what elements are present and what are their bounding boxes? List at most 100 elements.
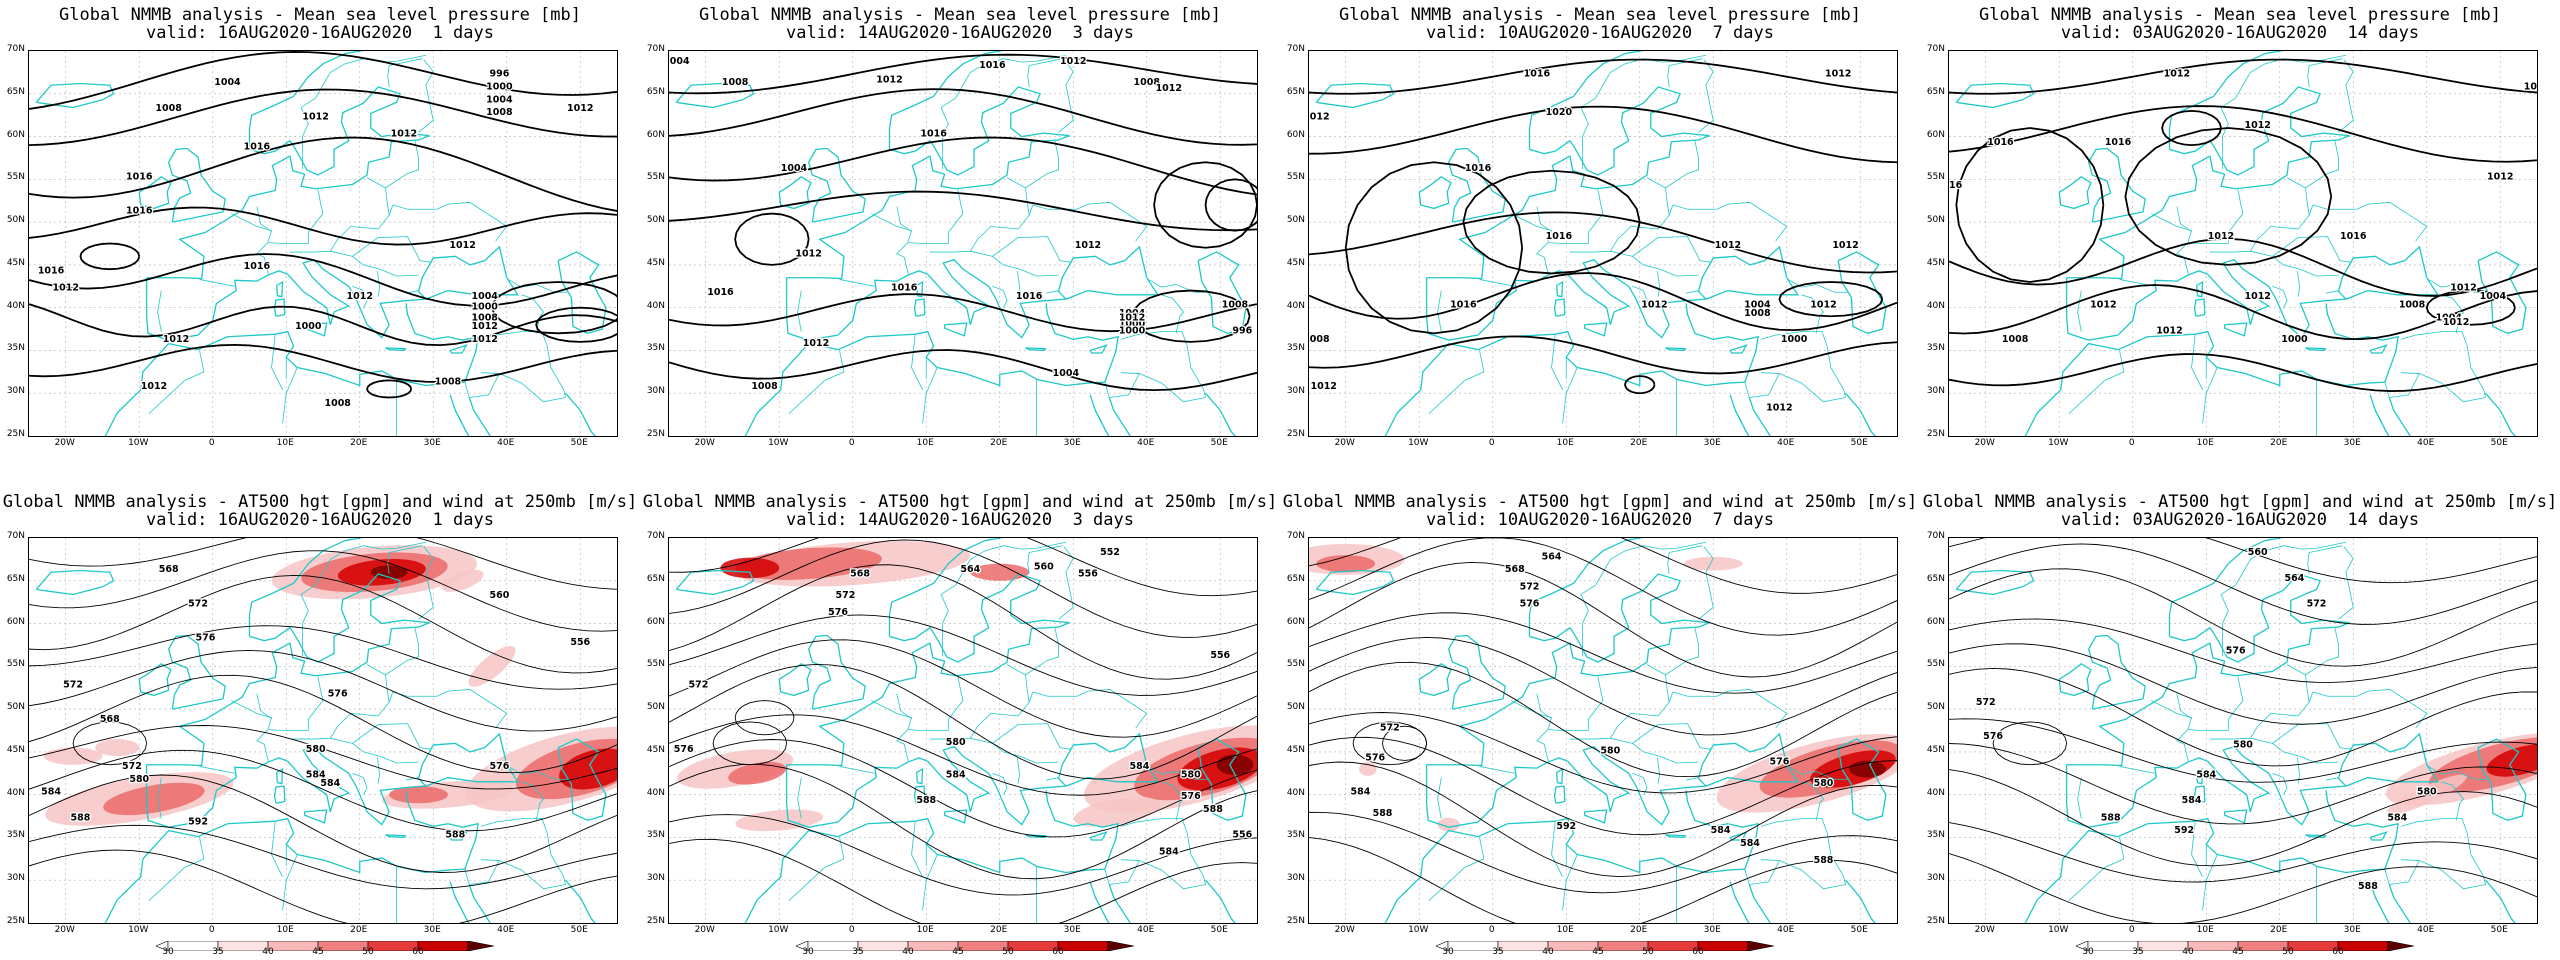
latitude-label: 50N — [1286, 215, 1305, 226]
longitude-label: 20E — [2270, 925, 2288, 935]
country-border — [2250, 723, 2352, 750]
contour-label: 584 — [2196, 770, 2216, 781]
contour-line — [1309, 58, 1897, 95]
colorbar-label: 35 — [212, 947, 224, 957]
country-border — [256, 693, 272, 719]
contour-label: 1016 — [707, 287, 734, 298]
country-border — [2426, 278, 2490, 293]
wind-speed-area — [103, 782, 205, 816]
longitude-label: 10E — [276, 925, 294, 935]
contour-label: 568 — [100, 714, 120, 725]
country-border — [1045, 777, 1059, 781]
panel-title: Global NMMB analysis - AT500 hgt [gpm] a… — [1280, 493, 1920, 529]
contour-line — [1949, 822, 2537, 883]
contour-label: 1012 — [2487, 171, 2513, 182]
contour-label: 572 — [188, 598, 208, 609]
latitude-label: 45N — [646, 257, 665, 268]
contour-label: 1004 — [781, 163, 808, 174]
country-border — [1028, 689, 1148, 729]
contour-label: 576 — [1181, 791, 1201, 802]
latitude-label: 65N — [6, 573, 25, 584]
grid-lines — [1949, 51, 2537, 436]
country-border — [2296, 270, 2300, 297]
longitude-label: 0 — [1488, 438, 1495, 448]
country-border — [268, 676, 324, 731]
longitude-label: 0 — [208, 925, 215, 935]
coastline — [1729, 394, 1750, 436]
longitude-label: 30E — [1063, 438, 1081, 448]
wind-speed-area — [1683, 556, 1743, 571]
coastline — [1447, 634, 1506, 710]
coastline — [565, 879, 596, 923]
latitude-label: 35N — [6, 343, 25, 354]
coastline — [1108, 884, 1131, 923]
contour-label: 1000 — [1781, 334, 1808, 345]
latitude-label: 40N — [646, 300, 665, 311]
contour-label: 576 — [828, 607, 848, 618]
country-border — [256, 206, 272, 232]
longitude-label: 10W — [1408, 925, 1429, 935]
panel-title: Global NMMB analysis - AT500 hgt [gpm] a… — [0, 493, 640, 529]
country-border — [970, 236, 1072, 263]
colorbar-label: 40 — [902, 947, 914, 957]
latitude-label: 45N — [6, 744, 25, 755]
contour-label: 1016 — [126, 171, 153, 182]
contours — [1309, 538, 1897, 923]
coastline — [104, 790, 479, 923]
country-border — [2272, 256, 2339, 277]
coastline — [1837, 251, 1887, 335]
country-border — [1016, 270, 1020, 297]
country-border — [1698, 59, 1714, 133]
contour-line — [1204, 178, 1257, 232]
contour-line — [1624, 375, 1656, 395]
coastline — [786, 135, 1070, 280]
contour-label: 1012 — [1156, 83, 1182, 94]
contour-label: 1016 — [1524, 69, 1551, 80]
country-border — [2209, 664, 2310, 740]
contour-label: 1004 — [214, 77, 241, 88]
longitude-label: 30E — [1703, 438, 1721, 448]
country-border — [896, 206, 912, 232]
longitude-label: 10E — [1556, 438, 1574, 448]
longitude-label: 50E — [2490, 438, 2508, 448]
coastline — [1748, 884, 1771, 923]
country-border — [480, 818, 566, 885]
contour-label: 580 — [306, 744, 326, 755]
contours — [1309, 58, 1897, 395]
contour-line — [1949, 853, 2537, 923]
latitude-label: 25N — [646, 916, 665, 926]
country-border — [870, 213, 913, 276]
contour-label: 584 — [1129, 761, 1149, 772]
country-border — [992, 743, 1059, 764]
country-border — [289, 177, 390, 253]
longitude-label: 20E — [1630, 925, 1648, 935]
country-border — [908, 676, 964, 731]
contour-line — [2425, 289, 2516, 326]
latitude-label: 70N — [1286, 44, 1305, 54]
coastline — [449, 344, 468, 354]
latitude-label: 65N — [646, 86, 665, 97]
latitude-label: 70N — [1926, 44, 1945, 54]
contour-label: 572 — [688, 680, 708, 691]
latitude-label: 40N — [1286, 300, 1305, 311]
contour-label: 572 — [1976, 697, 1996, 708]
contour-label: 1012 — [803, 338, 829, 349]
contour-label: 1012 — [1825, 69, 1851, 80]
coastline — [1197, 738, 1247, 822]
contour-line — [1949, 743, 2537, 825]
contours — [669, 53, 1257, 392]
country-border — [1656, 757, 1660, 784]
country-border — [376, 270, 380, 297]
contour-line — [1309, 736, 1897, 836]
latitude-label: 55N — [1926, 659, 1945, 670]
latitude-label: 60N — [1286, 616, 1305, 627]
contour-line — [366, 379, 413, 399]
latitude-label: 30N — [1926, 386, 1945, 397]
country-border — [2400, 331, 2486, 398]
contour-line — [29, 849, 617, 923]
contour-label: 1012 — [1641, 300, 1667, 311]
country-border — [1801, 294, 1825, 334]
colorbar-label: 40 — [1542, 947, 1554, 957]
contour-label: 1000 — [2281, 334, 2308, 345]
